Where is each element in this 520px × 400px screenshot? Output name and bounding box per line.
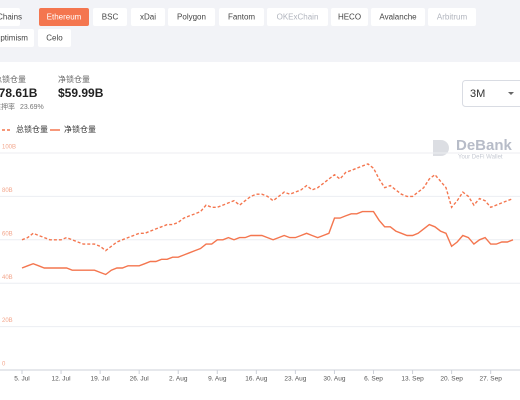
watermark-logo <box>433 140 449 156</box>
x-tick-label: 2. Aug <box>169 376 188 383</box>
y-tick-label: 80B <box>2 188 13 194</box>
legend-label: 总锁仓量 <box>16 124 48 134</box>
ratio-label: 质押率 <box>0 102 15 111</box>
tab[interactable] <box>219 8 264 26</box>
stat-value: $59.99B <box>58 86 104 100</box>
x-tick-label: 16. Aug <box>245 376 267 383</box>
tab-label[interactable]: BSC <box>102 13 119 22</box>
tab[interactable] <box>131 8 165 26</box>
tab[interactable] <box>428 8 476 26</box>
stat-label: 净锁仓量 <box>58 74 90 84</box>
y-tick-label: 60B <box>2 231 13 237</box>
tab-label[interactable]: OKExChain <box>277 13 319 22</box>
y-tick-label: 40B <box>2 275 13 281</box>
tab-label[interactable]: All Chains <box>0 13 22 22</box>
watermark-title: DeBank <box>456 137 513 154</box>
y-tick-label: 0 <box>2 362 6 368</box>
tab-label[interactable]: Optimism <box>0 34 28 43</box>
line-series <box>21 163 514 252</box>
tab-label[interactable]: HECO <box>338 13 361 22</box>
tab-label[interactable]: xDai <box>140 13 156 22</box>
x-tick-label: 30. Aug <box>323 376 345 383</box>
tab-label[interactable]: Avalanche <box>379 13 417 22</box>
x-tick-label: 23. Aug <box>284 376 306 383</box>
stat-label: 总锁仓量 <box>0 74 26 84</box>
x-tick-label: 5. Jul <box>14 376 30 383</box>
range-select[interactable] <box>462 80 520 107</box>
x-tick-label: 9. Aug <box>208 376 227 383</box>
tab[interactable] <box>0 8 20 26</box>
tab-label[interactable]: Ethereum <box>47 13 82 22</box>
stat-value: $78.61B <box>0 86 38 100</box>
tab[interactable] <box>38 29 71 47</box>
tab-label[interactable]: Celo <box>46 34 63 43</box>
tab[interactable] <box>93 8 127 26</box>
tab[interactable] <box>0 29 34 47</box>
watermark-subtitle: Your DeFi Wallet <box>458 155 503 161</box>
tab-label[interactable]: Arbitrum <box>437 13 468 22</box>
select-caret <box>508 92 514 95</box>
x-tick-label: 26. Jul <box>130 376 150 383</box>
x-tick-label: 12. Jul <box>51 376 71 383</box>
x-tick-label: 6. Sep <box>364 376 383 383</box>
y-tick-label: 100B <box>2 145 16 151</box>
ratio-value: 23.69% <box>20 104 44 111</box>
tab[interactable] <box>267 8 328 26</box>
line-series <box>21 210 514 276</box>
x-tick-label: 20. Sep <box>440 376 463 383</box>
tab[interactable] <box>331 8 368 26</box>
range-select-value[interactable]: 3M <box>470 88 485 100</box>
y-tick-label: 20B <box>2 318 13 324</box>
tab[interactable] <box>39 8 89 26</box>
x-tick-label: 19. Jul <box>91 376 111 383</box>
x-tick-label: 13. Sep <box>401 376 424 383</box>
legend-label: 净锁仓量 <box>64 124 96 134</box>
x-tick-label: 27. Sep <box>479 376 502 383</box>
tab[interactable] <box>371 8 425 26</box>
tab[interactable] <box>168 8 215 26</box>
tab-label[interactable]: Polygon <box>177 13 206 22</box>
tab-label[interactable]: Fantom <box>228 13 255 22</box>
